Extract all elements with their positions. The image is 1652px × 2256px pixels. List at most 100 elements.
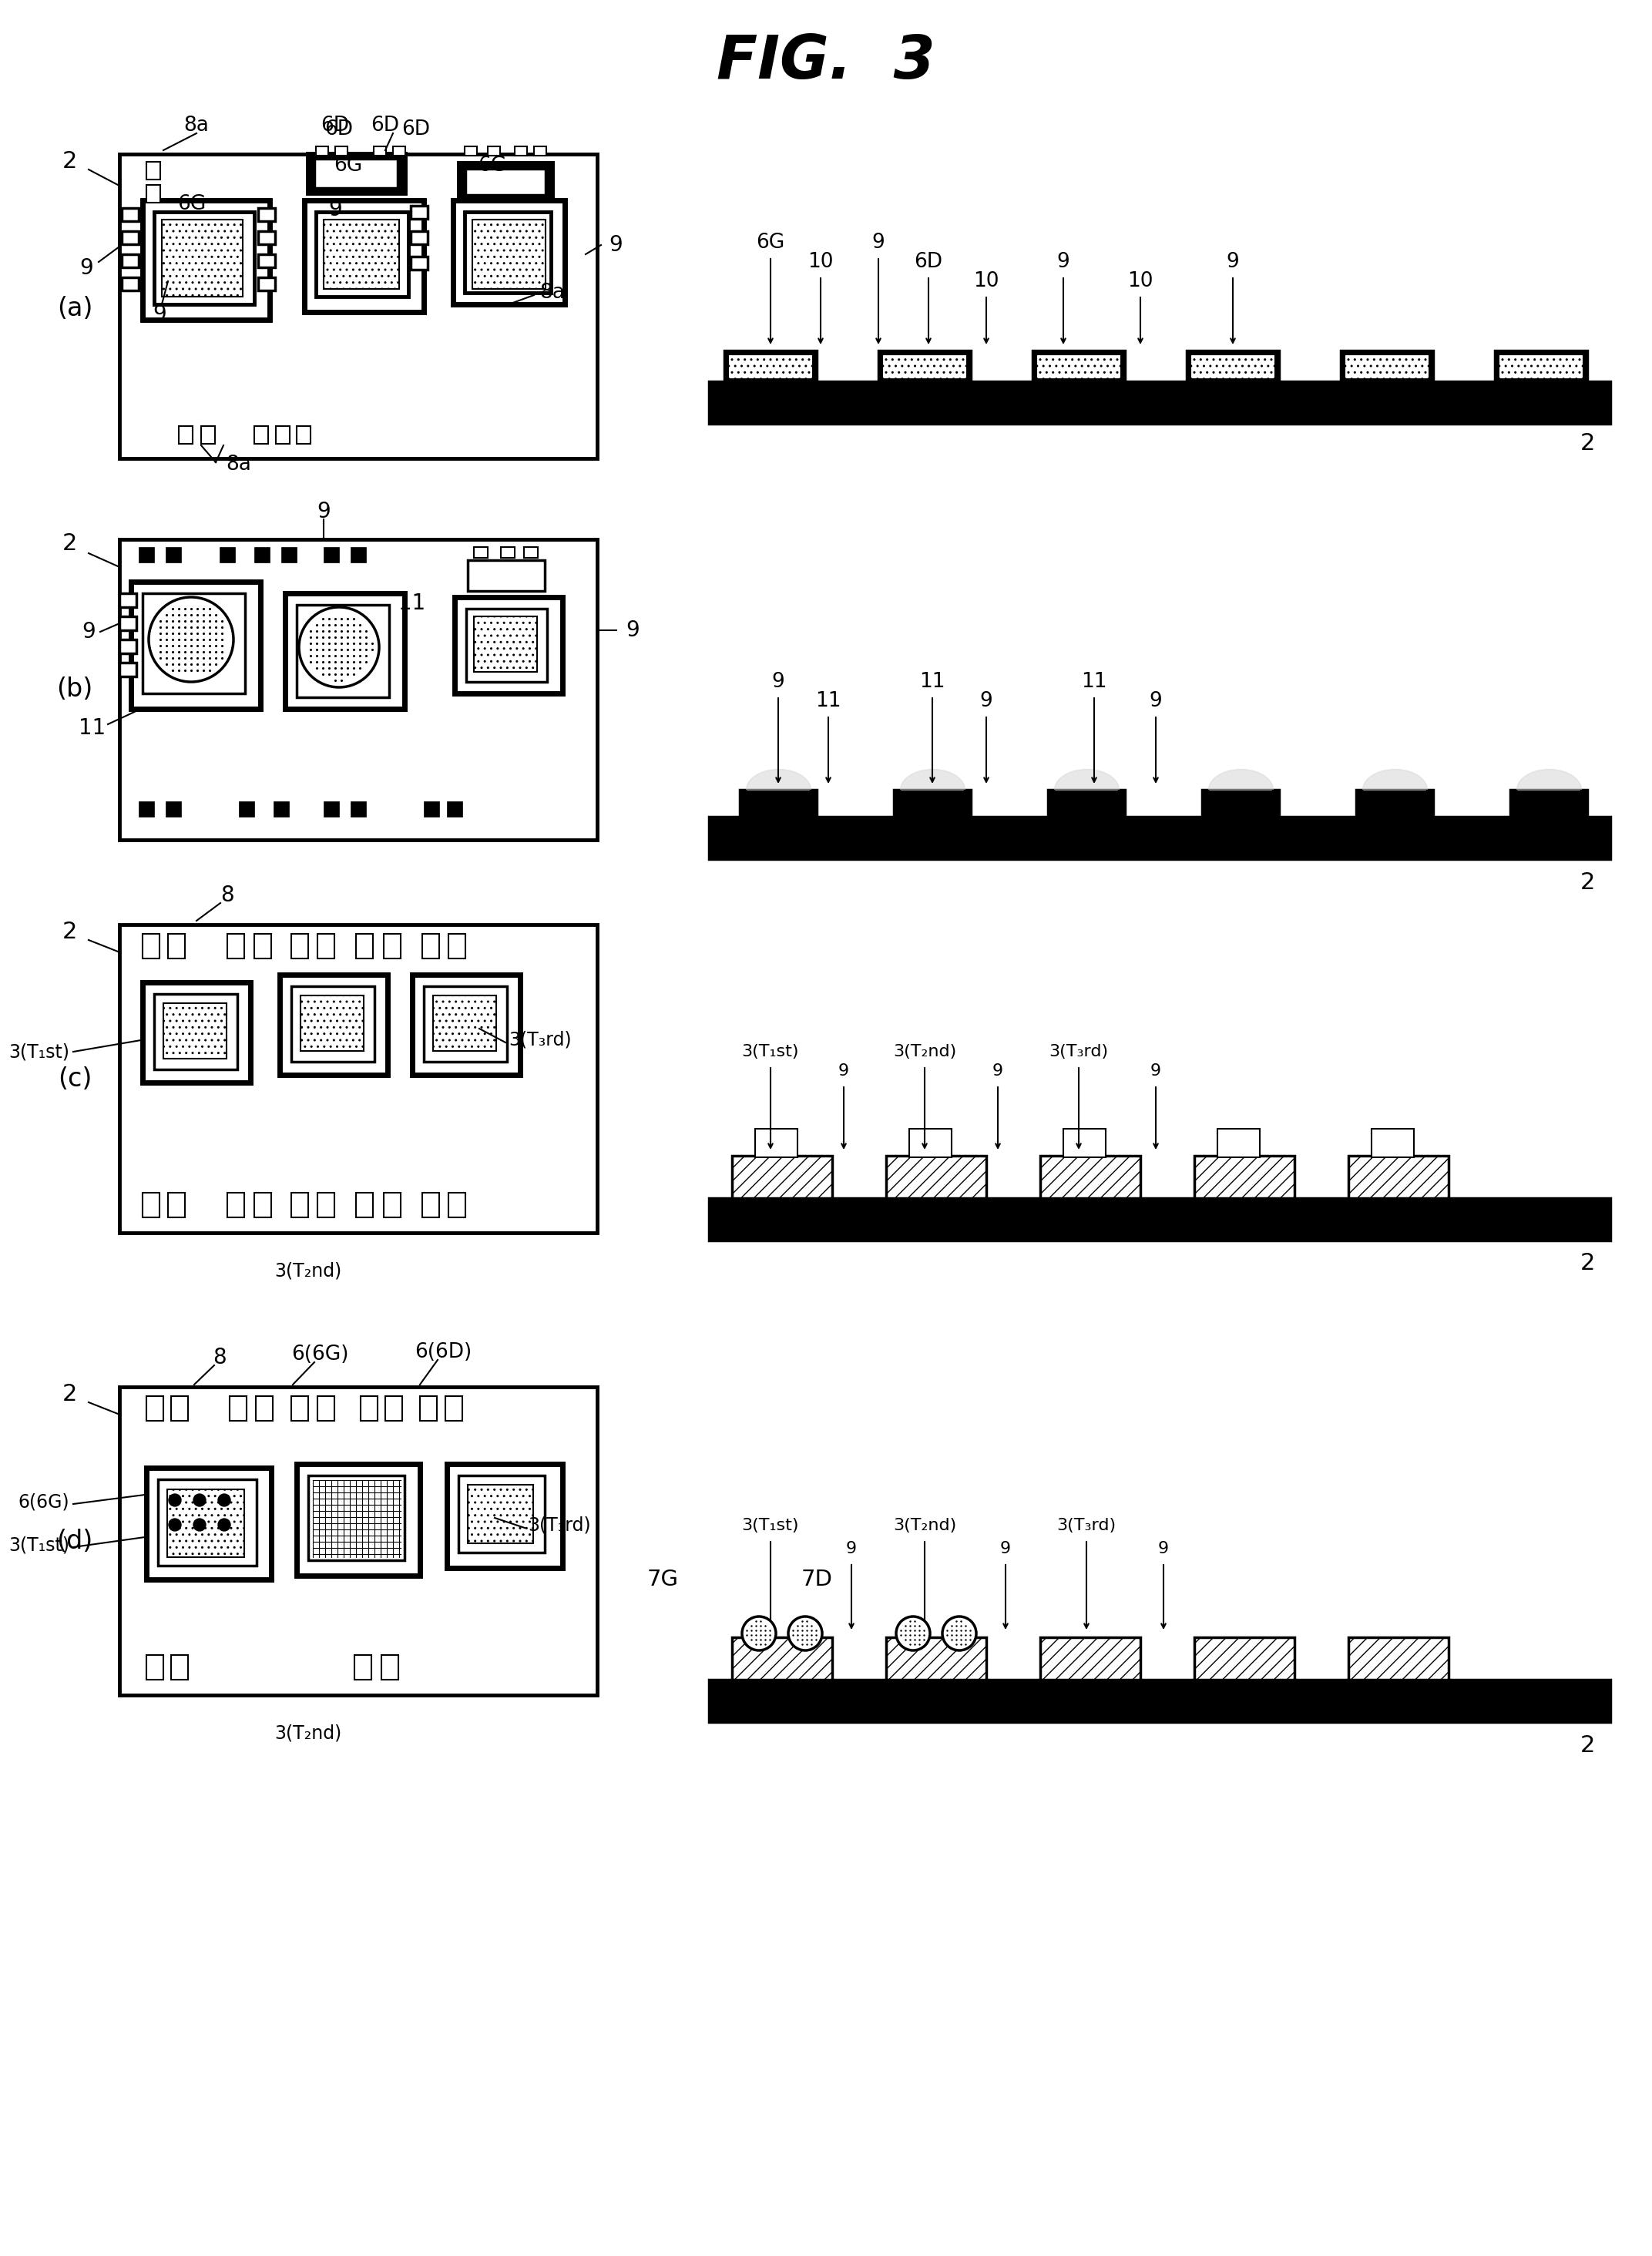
Circle shape	[169, 1493, 182, 1507]
Bar	[154, 995, 238, 1069]
Bar	[122, 255, 139, 268]
Bar	[740, 790, 816, 817]
Bar	[202, 426, 215, 444]
Bar	[1356, 790, 1434, 817]
Bar	[466, 169, 545, 194]
Bar	[459, 1475, 545, 1552]
Text: 8: 8	[220, 884, 235, 907]
Text: 8a: 8a	[539, 282, 565, 302]
Circle shape	[895, 1618, 930, 1651]
Bar	[297, 605, 390, 697]
Bar	[164, 1004, 226, 1058]
Bar	[709, 817, 1611, 860]
Bar	[142, 1193, 160, 1218]
Bar	[254, 546, 269, 562]
Text: 9: 9	[999, 1541, 1011, 1557]
Bar	[119, 539, 596, 839]
Text: 11: 11	[816, 690, 841, 711]
Bar	[1047, 790, 1125, 817]
Bar	[474, 546, 487, 557]
Bar	[355, 934, 373, 959]
Circle shape	[299, 607, 378, 688]
Text: 9: 9	[846, 1541, 857, 1557]
Circle shape	[218, 1518, 230, 1532]
Bar	[154, 212, 254, 305]
Bar	[169, 934, 185, 959]
Bar	[1041, 1638, 1140, 1681]
Bar	[355, 1656, 372, 1681]
Bar	[385, 1396, 401, 1421]
Bar	[147, 1469, 271, 1579]
Bar	[1064, 1128, 1105, 1157]
Text: 3(T₃rd): 3(T₃rd)	[509, 1031, 572, 1049]
Bar	[755, 1128, 798, 1157]
Bar	[448, 801, 463, 817]
Text: 2: 2	[63, 1383, 78, 1405]
Bar	[279, 975, 388, 1074]
Bar	[709, 1198, 1611, 1241]
Bar	[515, 147, 527, 156]
Text: 9: 9	[872, 232, 885, 253]
Bar	[468, 559, 545, 591]
Bar	[240, 801, 254, 817]
Bar	[317, 1396, 334, 1421]
Text: 2: 2	[63, 920, 78, 943]
Text: 3(T₁st): 3(T₁st)	[8, 1042, 69, 1060]
Bar	[411, 205, 428, 219]
Bar	[258, 277, 276, 291]
Text: 9: 9	[771, 672, 785, 693]
Bar	[382, 1656, 398, 1681]
Bar	[472, 219, 545, 289]
Bar	[1348, 1155, 1449, 1198]
Text: 8a: 8a	[226, 456, 251, 474]
Text: 9: 9	[329, 199, 342, 221]
Bar	[466, 609, 547, 681]
Bar	[297, 1464, 420, 1575]
Text: 7D: 7D	[801, 1568, 833, 1590]
Bar	[1498, 354, 1583, 379]
Bar	[1203, 790, 1279, 817]
Bar	[291, 934, 309, 959]
Text: 3(T₁st): 3(T₁st)	[742, 1045, 800, 1060]
Text: (a): (a)	[56, 296, 93, 320]
Bar	[254, 934, 271, 959]
Bar	[433, 995, 496, 1051]
Bar	[1041, 1155, 1140, 1198]
Bar	[119, 663, 137, 677]
Bar	[309, 1475, 405, 1561]
Bar	[165, 801, 182, 817]
Bar	[316, 212, 408, 296]
Text: 3(T₂nd): 3(T₂nd)	[894, 1518, 957, 1534]
Bar	[178, 426, 193, 444]
Bar	[172, 1396, 188, 1421]
Bar	[139, 546, 154, 562]
Text: 3(T₃rd): 3(T₃rd)	[1057, 1518, 1117, 1534]
Bar	[1345, 354, 1429, 379]
Bar	[131, 582, 261, 708]
Text: (d): (d)	[56, 1527, 93, 1554]
Bar	[448, 1193, 466, 1218]
Bar	[122, 208, 139, 221]
Bar	[454, 598, 562, 693]
Bar	[256, 1396, 273, 1421]
Bar	[142, 934, 160, 959]
Bar	[122, 230, 139, 244]
Text: 11: 11	[1082, 672, 1107, 693]
Text: 11: 11	[79, 717, 106, 740]
Text: 3(T₃rd): 3(T₃rd)	[527, 1516, 591, 1534]
Bar	[1495, 350, 1588, 381]
Bar	[162, 219, 243, 296]
Text: 10: 10	[973, 271, 999, 291]
Bar	[474, 616, 537, 672]
Bar	[254, 1193, 271, 1218]
Bar	[119, 1387, 596, 1694]
Bar	[301, 995, 363, 1051]
Bar	[732, 1155, 833, 1198]
Bar	[882, 354, 966, 379]
Bar	[147, 1656, 164, 1681]
Circle shape	[169, 1518, 182, 1532]
Text: 6(6G): 6(6G)	[18, 1493, 69, 1512]
Text: 9: 9	[79, 257, 93, 280]
Bar	[448, 1464, 562, 1568]
Text: 2: 2	[63, 151, 78, 174]
